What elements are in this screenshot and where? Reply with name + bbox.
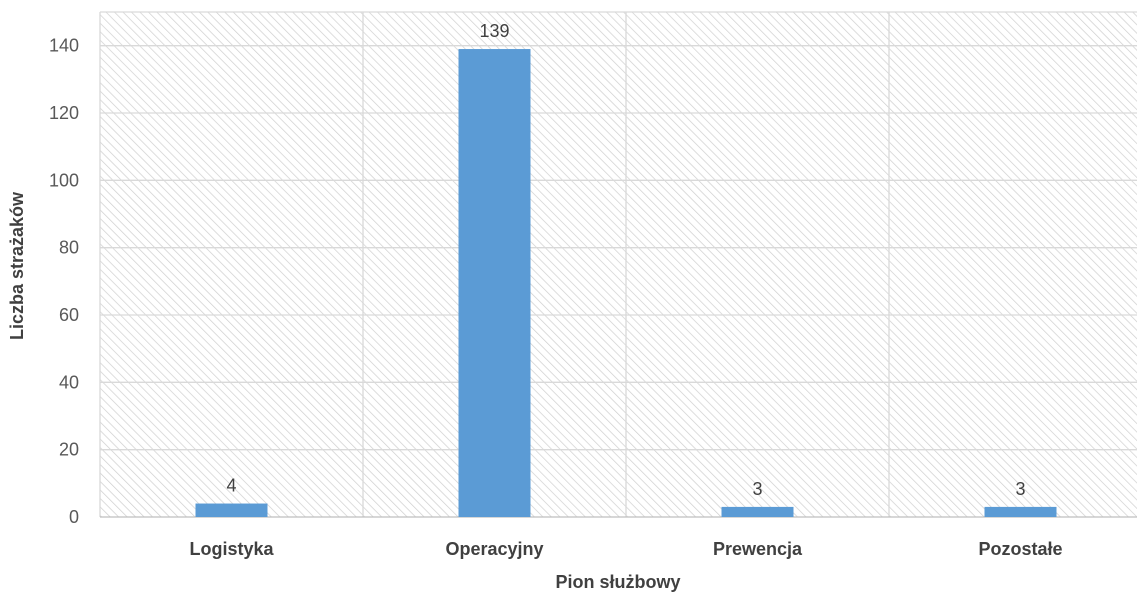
x-axis-title: Pion służbowy xyxy=(555,572,680,592)
x-category-label: Prewencja xyxy=(713,539,803,559)
y-axis-ticks: 0 20 40 60 80 100 120 140 xyxy=(49,36,79,527)
bar xyxy=(195,503,268,517)
y-axis-title: Liczba strażaków xyxy=(7,191,27,340)
bar xyxy=(984,506,1057,517)
x-category-label: Operacyjny xyxy=(445,539,543,559)
x-category-label: Logistyka xyxy=(189,539,274,559)
gridlines xyxy=(99,11,1137,518)
bar xyxy=(458,49,531,518)
y-tick-label: 20 xyxy=(59,440,79,460)
data-labels: 4 139 3 3 xyxy=(226,21,1025,499)
y-tick-label: 60 xyxy=(59,305,79,325)
y-tick-label: 0 xyxy=(69,507,79,527)
plot-area-background xyxy=(100,12,1137,517)
y-tick-label: 100 xyxy=(49,170,79,190)
data-label: 3 xyxy=(752,479,762,499)
bars xyxy=(195,49,1057,518)
x-category-label: Pozostałe xyxy=(978,539,1062,559)
bar xyxy=(721,506,794,517)
data-label: 139 xyxy=(479,21,509,41)
y-tick-label: 80 xyxy=(59,238,79,258)
data-label: 3 xyxy=(1015,479,1025,499)
y-tick-label: 140 xyxy=(49,36,79,56)
x-axis-categories: Logistyka Operacyjny Prewencja Pozostałe xyxy=(189,539,1062,559)
y-tick-label: 40 xyxy=(59,372,79,392)
data-label: 4 xyxy=(226,476,236,496)
y-tick-label: 120 xyxy=(49,103,79,123)
